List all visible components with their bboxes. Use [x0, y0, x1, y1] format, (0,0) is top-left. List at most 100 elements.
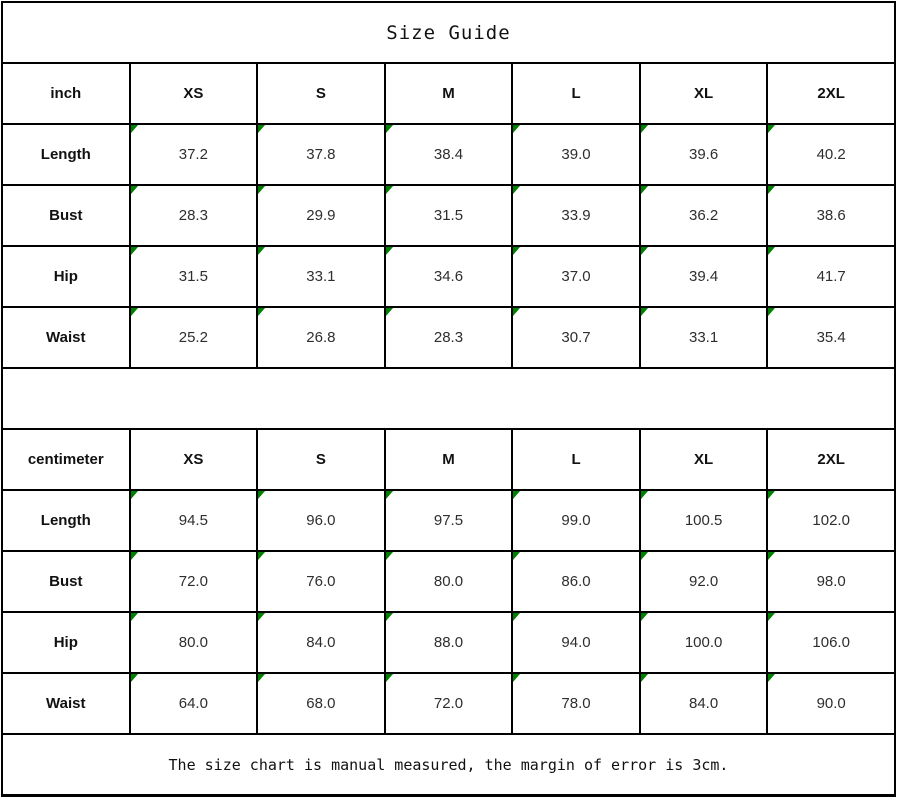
cell-corner-marker-icon	[259, 248, 266, 255]
measurement-label-hip: Hip	[1, 611, 131, 674]
measurement-value: 80.0	[433, 573, 464, 590]
measurement-value-cell: 36.2	[638, 184, 769, 247]
measurement-value: 100.5	[684, 512, 723, 529]
footer-row: The size chart is manual measured, the m…	[1, 733, 896, 797]
cell-corner-marker-icon	[769, 126, 776, 133]
measurement-value: 41.7	[816, 268, 846, 285]
measurement-value: 33.9	[561, 207, 591, 224]
cell-corner-marker-icon	[641, 248, 648, 255]
cell-corner-marker-icon	[131, 126, 138, 133]
size-header-xl: XL	[638, 428, 769, 491]
measurement-value: 26.8	[306, 329, 336, 346]
cell-corner-marker-icon	[131, 614, 138, 621]
measurement-value: 64.0	[178, 695, 208, 712]
table-row: Waist 64.0 68.0 72.0 78.0 84.0 90.0	[1, 672, 896, 735]
cell-corner-marker-icon	[386, 309, 393, 316]
inch-header-row: inch XS S M L XL 2XL	[1, 62, 896, 125]
measurement-value: 94.5	[178, 512, 208, 529]
cell-corner-marker-icon	[131, 187, 138, 194]
measurement-value: 90.0	[816, 695, 846, 712]
cell-corner-marker-icon	[769, 675, 776, 682]
measurement-value: 99.0	[561, 512, 591, 529]
cell-corner-marker-icon	[386, 553, 393, 560]
measurement-value-cell: 72.0	[128, 550, 259, 613]
measurement-value-cell: 37.0	[511, 245, 641, 308]
size-header-2xl: 2XL	[766, 62, 896, 125]
table-row: Length 94.5 96.0 97.5 99.0 100.5 102.0	[1, 489, 896, 552]
measurement-value-cell: 37.8	[256, 123, 386, 186]
measurement-value-cell: 99.0	[511, 489, 641, 552]
measurement-value-cell: 94.5	[128, 489, 259, 552]
measurement-value-cell: 31.5	[383, 184, 514, 247]
measurement-value-cell: 100.5	[638, 489, 769, 552]
measurement-value: 88.0	[433, 634, 464, 651]
measurement-value-cell: 97.5	[383, 489, 514, 552]
size-header-xs: XS	[128, 62, 259, 125]
measurement-label-length: Length	[1, 123, 131, 186]
measurement-value: 36.2	[688, 207, 719, 224]
measurement-value-cell: 68.0	[256, 672, 386, 735]
measurement-value-cell: 41.7	[766, 245, 896, 308]
cell-corner-marker-icon	[386, 126, 393, 133]
cell-corner-marker-icon	[259, 187, 266, 194]
table-row: Length 37.2 37.8 38.4 39.0 39.6 40.2	[1, 123, 896, 186]
table-row: Bust 28.3 29.9 31.5 33.9 36.2 38.6	[1, 184, 896, 247]
measurement-value-cell: 33.1	[638, 306, 769, 369]
measurement-value-cell: 28.3	[383, 306, 514, 369]
measurement-value: 94.0	[561, 634, 591, 651]
measurement-value-cell: 38.6	[766, 184, 896, 247]
measurement-value: 25.2	[178, 329, 208, 346]
measurement-value: 102.0	[812, 512, 850, 529]
measurement-value-cell: 35.4	[766, 306, 896, 369]
measurement-value-cell: 39.6	[638, 123, 769, 186]
cell-corner-marker-icon	[386, 187, 393, 194]
measurement-value-cell: 64.0	[128, 672, 259, 735]
measurement-value-cell: 39.4	[638, 245, 769, 308]
measurement-value-cell: 102.0	[766, 489, 896, 552]
size-header-2xl: 2XL	[766, 428, 896, 491]
measurement-value-cell: 76.0	[256, 550, 386, 613]
size-header-s: S	[256, 62, 386, 125]
measurement-value: 39.6	[688, 146, 719, 163]
measurement-value-cell: 26.8	[256, 306, 386, 369]
unit-header-centimeter: centimeter	[1, 428, 131, 491]
measurement-value: 80.0	[178, 634, 208, 651]
cell-corner-marker-icon	[769, 309, 776, 316]
measurement-label-bust: Bust	[1, 184, 131, 247]
measurement-value: 76.0	[306, 573, 336, 590]
measurement-value-cell: 33.9	[511, 184, 641, 247]
cell-corner-marker-icon	[386, 492, 393, 499]
measurement-value-cell: 40.2	[766, 123, 896, 186]
cell-corner-marker-icon	[259, 309, 266, 316]
cell-corner-marker-icon	[641, 126, 648, 133]
cell-corner-marker-icon	[769, 187, 776, 194]
measurement-value: 29.9	[306, 207, 336, 224]
measurement-value-cell: 28.3	[128, 184, 259, 247]
size-header-xl: XL	[638, 62, 769, 125]
measurement-value: 72.0	[433, 695, 464, 712]
table-row: Waist 25.2 26.8 28.3 30.7 33.1 35.4	[1, 306, 896, 369]
cell-corner-marker-icon	[641, 553, 648, 560]
size-header-xs: XS	[128, 428, 259, 491]
cell-corner-marker-icon	[641, 492, 648, 499]
measurement-value: 40.2	[816, 146, 846, 163]
measurement-value-cell: 37.2	[128, 123, 259, 186]
cell-corner-marker-icon	[641, 187, 648, 194]
measurement-value-cell: 106.0	[766, 611, 896, 674]
measurement-value-cell: 84.0	[638, 672, 769, 735]
measurement-value: 28.3	[178, 207, 208, 224]
cell-corner-marker-icon	[259, 614, 266, 621]
measurement-value-cell: 34.6	[383, 245, 514, 308]
measurement-value: 38.6	[816, 207, 846, 224]
measurement-value: 86.0	[561, 573, 591, 590]
cell-corner-marker-icon	[514, 553, 521, 560]
measurement-value: 72.0	[178, 573, 208, 590]
measurement-value-cell: 72.0	[383, 672, 514, 735]
measurement-value: 98.0	[816, 573, 846, 590]
table-row: Bust 72.0 76.0 80.0 86.0 92.0 98.0	[1, 550, 896, 613]
measurement-value: 78.0	[561, 695, 591, 712]
cell-corner-marker-icon	[386, 675, 393, 682]
measurement-value: 68.0	[306, 695, 336, 712]
measurement-label-hip: Hip	[1, 245, 131, 308]
cell-corner-marker-icon	[514, 248, 521, 255]
